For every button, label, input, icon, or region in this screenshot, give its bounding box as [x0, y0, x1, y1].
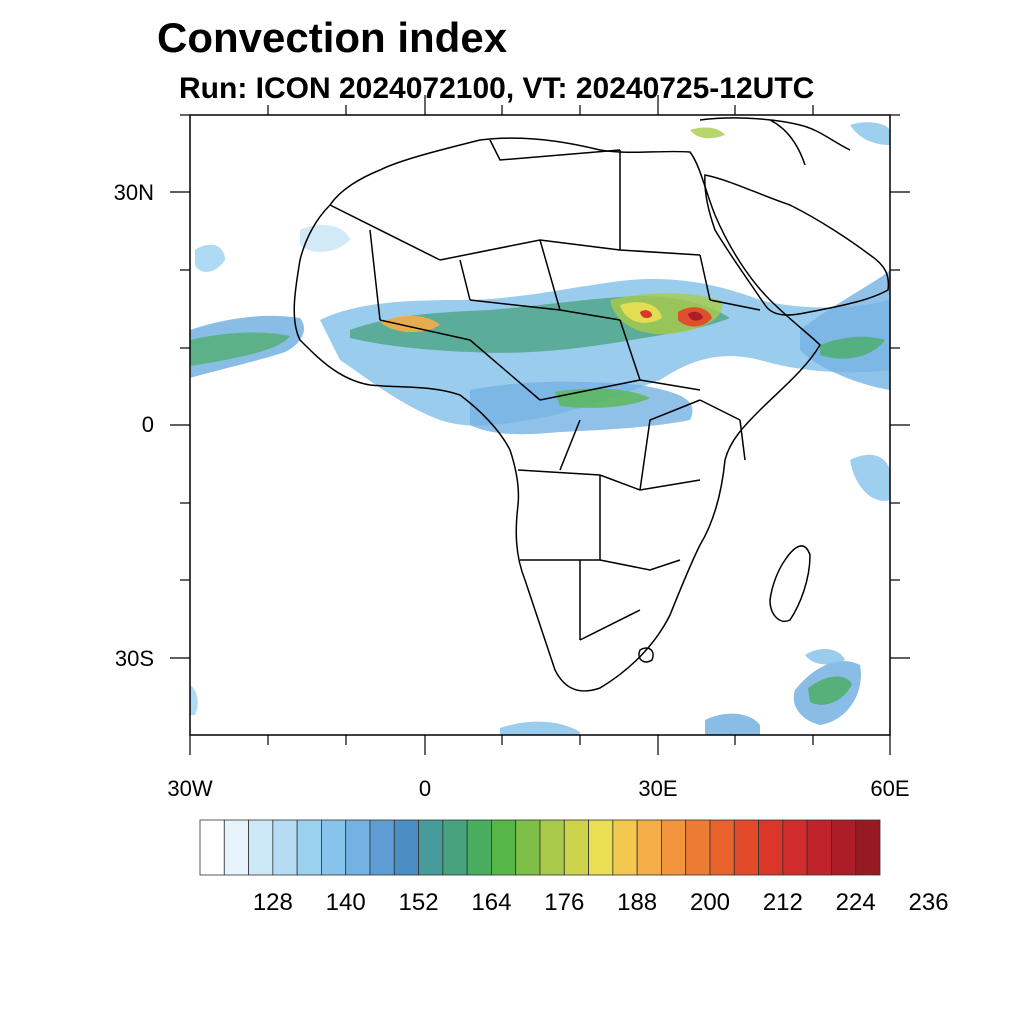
colorbar-label: 224 — [835, 889, 876, 916]
colorbar-swatch — [563, 819, 589, 876]
arabia-coastline — [704, 174, 890, 316]
colorbar-label: 176 — [544, 889, 585, 916]
lon-label-30w: 30W — [167, 776, 213, 801]
colorbar-swatch — [709, 819, 735, 876]
lat-label-30s: 30S — [114, 646, 154, 671]
colorbar-label: 152 — [398, 889, 439, 916]
coastlines-borders — [293, 117, 890, 692]
colorbar-swatch — [199, 819, 225, 876]
colorbar-swatch — [733, 819, 759, 876]
colorbar-swatch — [466, 819, 492, 876]
convection-field — [190, 122, 890, 735]
colorbar-swatch — [393, 819, 419, 876]
colorbar-label: 212 — [762, 889, 803, 916]
chart-title: Convection index — [157, 14, 508, 61]
lat-label-30n: 30N — [113, 180, 154, 205]
colorbar-label: 188 — [617, 889, 658, 916]
axis-ticks — [170, 95, 910, 755]
colorbar-swatch — [272, 819, 298, 876]
colorbar-label: 140 — [325, 889, 366, 916]
colorbar-swatch — [539, 819, 565, 876]
madagascar — [769, 545, 811, 622]
colorbar-swatch — [588, 819, 614, 876]
lon-label-60e: 60E — [870, 776, 910, 801]
colorbar-swatch — [758, 819, 784, 876]
colorbar-swatch — [855, 819, 881, 876]
colorbar-swatch — [442, 819, 468, 876]
colorbar-swatch — [685, 819, 711, 876]
colorbar-swatch — [806, 819, 832, 876]
colorbar-swatch — [491, 819, 517, 876]
colorbar-label: 200 — [689, 889, 731, 916]
colorbar-swatch — [636, 819, 662, 876]
colorbar-swatch — [296, 819, 322, 876]
colorbar-swatch — [612, 819, 638, 876]
colorbar-label: 236 — [908, 889, 949, 916]
colorbar-swatch — [369, 819, 395, 876]
chart-subtitle: Run: ICON 2024072100, VT: 20240725-12UTC — [179, 72, 815, 105]
colorbar-swatch — [661, 819, 687, 876]
colorbar-swatch — [418, 819, 444, 876]
colorbar-swatch — [321, 819, 347, 876]
lon-label-0: 0 — [418, 776, 432, 801]
colorbar-swatch — [831, 819, 857, 876]
lon-label-30e: 30E — [638, 776, 678, 801]
colorbar-swatch — [248, 819, 274, 876]
colorbar-label: 128 — [252, 889, 293, 916]
colorbar-swatch — [223, 819, 249, 876]
colorbar-swatch — [515, 819, 541, 876]
colorbar — [199, 819, 881, 876]
lat-label-0: 0 — [141, 412, 154, 437]
africa-coastline — [293, 137, 821, 692]
colorbar-swatch — [345, 819, 371, 876]
colorbar-swatch — [782, 819, 808, 876]
colorbar-label: 164 — [471, 889, 512, 916]
